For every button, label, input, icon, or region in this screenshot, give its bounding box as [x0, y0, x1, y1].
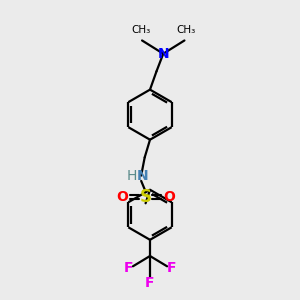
Text: CH₃: CH₃ — [176, 25, 196, 35]
Text: F: F — [145, 276, 155, 290]
Text: N: N — [158, 47, 169, 61]
Text: N: N — [137, 169, 148, 183]
Text: O: O — [163, 190, 175, 204]
Text: F: F — [124, 261, 133, 275]
Text: CH₃: CH₃ — [131, 25, 150, 35]
Text: O: O — [116, 190, 128, 204]
Text: F: F — [167, 261, 176, 275]
Text: H: H — [127, 169, 137, 183]
Text: S: S — [140, 188, 152, 206]
